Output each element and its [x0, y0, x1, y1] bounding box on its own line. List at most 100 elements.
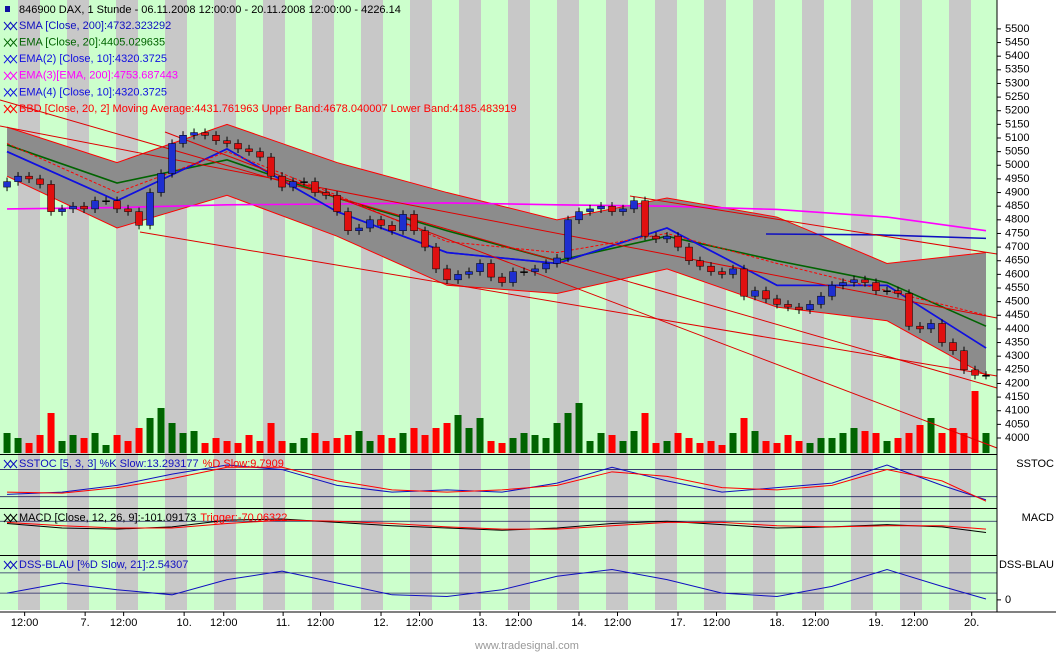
candle-body	[938, 323, 946, 343]
candle-body	[278, 175, 286, 188]
y-tick-label: 4950	[1005, 173, 1029, 185]
y-tick-label: 5450	[1005, 36, 1029, 48]
volume-bar	[872, 433, 880, 453]
volume-bar	[245, 435, 253, 453]
y-tick-label: 5000	[1005, 159, 1029, 171]
y-tick-label: 4450	[1005, 309, 1029, 321]
legend-icon	[3, 459, 18, 469]
y-tick-label: 5150	[1005, 118, 1029, 130]
candle-body	[212, 135, 220, 141]
volume-bar	[707, 441, 715, 453]
legend-icon	[3, 513, 18, 523]
volume-bar	[839, 433, 847, 453]
volume-bar	[278, 441, 286, 453]
volume-bar	[421, 435, 429, 453]
volume-bar	[729, 433, 737, 453]
x-tick-label: 10.	[176, 617, 191, 629]
legend-entry: SMA [Close, 200]:4732.323292	[19, 20, 171, 32]
volume-bar	[487, 441, 495, 453]
candle-body	[784, 304, 792, 308]
legend-entry: EMA(2) [Close, 10]:4320.3725	[19, 53, 167, 65]
x-tick-label: 12:00	[110, 617, 138, 629]
volume-bar	[762, 441, 770, 453]
legend-icon	[3, 21, 18, 31]
volume-bar	[905, 433, 913, 453]
volume-bar	[355, 431, 363, 453]
candle-body	[619, 208, 627, 212]
x-tick-label: 7.	[81, 617, 90, 629]
session-stripe	[116, 0, 138, 610]
legend-icon	[3, 104, 18, 114]
candle-body	[311, 181, 319, 193]
volume-bar	[399, 433, 407, 453]
volume-bar	[894, 438, 902, 453]
x-tick-label: 12.	[373, 617, 388, 629]
session-stripe	[459, 0, 481, 610]
indicator-line	[6, 568, 987, 600]
y-tick-label: 5200	[1005, 105, 1029, 117]
x-tick-label: 12:00	[307, 617, 335, 629]
y-tick-label: 5250	[1005, 91, 1029, 103]
volume-bar	[113, 435, 121, 453]
legend-entry: SSTOC [5, 3, 3] %K Slow:13.293177	[19, 458, 199, 470]
panel-label: SSTOC	[1016, 458, 1054, 470]
chart-title: 846900 DAX, 1 Stunde - 06.11.2008 12:00:…	[19, 4, 401, 16]
candle-body	[113, 200, 121, 210]
legend-entry: EMA(4) [Close, 10]:4320.3725	[19, 86, 167, 98]
panel-label: DSS-BLAU	[999, 559, 1054, 571]
volume-bar	[883, 441, 891, 453]
candle-body	[399, 214, 407, 231]
candle-body	[751, 290, 759, 297]
session-stripe	[383, 0, 410, 610]
volume-bar	[597, 433, 605, 453]
volume-bar	[69, 435, 77, 453]
y-tick-label: 5300	[1005, 77, 1029, 89]
axis-background	[997, 0, 1056, 612]
volume-bar	[641, 413, 649, 453]
volume-bar	[619, 441, 627, 453]
volume-bar	[751, 431, 759, 453]
legend-entry: EMA(3)[EMA, 200]:4753.687443	[19, 70, 178, 82]
y-tick-label: 5400	[1005, 50, 1029, 62]
volume-bar	[553, 423, 561, 453]
y-tick-label: 4050	[1005, 418, 1029, 430]
candle-body	[146, 192, 154, 226]
candle-body	[498, 276, 506, 283]
candle-body	[531, 268, 539, 272]
volume-bar	[25, 443, 33, 453]
x-tick-label: 19.	[868, 617, 883, 629]
x-tick-label: 12:00	[703, 617, 731, 629]
volume-bar	[927, 418, 935, 453]
volume-bar	[773, 443, 781, 453]
y-tick-label: 4000	[1005, 432, 1029, 444]
candle-body	[861, 279, 869, 283]
volume-bar	[322, 441, 330, 453]
volume-bar	[509, 438, 517, 453]
legend-entry: EMA [Close, 20]:4405.029635	[19, 37, 165, 49]
candle-body	[674, 235, 682, 248]
volume-bar	[135, 428, 143, 453]
candle-body	[982, 375, 990, 377]
volume-bar	[608, 435, 616, 453]
candle-body	[718, 271, 726, 275]
volume-bar	[960, 433, 968, 453]
indicator-line	[6, 142, 987, 316]
volume-bar	[476, 418, 484, 453]
x-tick-label: 20.	[964, 617, 979, 629]
footer: www.tradesignal.com	[474, 640, 579, 652]
volume-bar	[91, 433, 99, 453]
y-tick-label: 4600	[1005, 268, 1029, 280]
y-tick-label: 4750	[1005, 227, 1029, 239]
y-tick-label: 4300	[1005, 350, 1029, 362]
volume-bar	[157, 408, 165, 453]
volume-bar	[190, 431, 198, 453]
candle-body	[322, 192, 330, 196]
candle-body	[14, 175, 22, 182]
volume-bar	[212, 438, 220, 453]
volume-bar	[718, 445, 726, 453]
indicator-line	[7, 464, 987, 501]
session-stripe	[655, 0, 677, 610]
volume-bar	[630, 431, 638, 453]
y-tick-label: 4650	[1005, 255, 1029, 267]
volume-bar	[740, 418, 748, 453]
